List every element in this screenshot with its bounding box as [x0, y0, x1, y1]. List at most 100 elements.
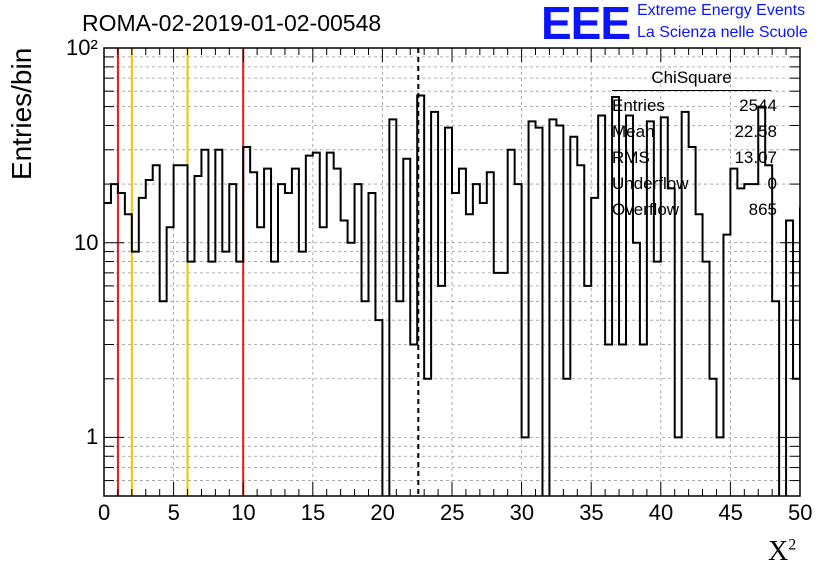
x-axis-label-base: X — [768, 536, 789, 567]
histogram-bin — [487, 172, 494, 496]
histogram-bin — [716, 437, 723, 496]
histogram-bin — [306, 156, 313, 496]
stats-label: Mean — [612, 122, 655, 141]
histogram-bin — [473, 184, 480, 496]
histogram-bin — [445, 128, 452, 496]
histogram-bin — [396, 301, 403, 496]
histogram-bin — [668, 188, 675, 496]
stats-value: 0 — [767, 174, 777, 193]
histogram-bin — [208, 262, 215, 496]
histogram-bin — [160, 301, 167, 496]
histogram-bin — [132, 252, 139, 496]
histogram-bin — [737, 188, 744, 496]
histogram-bin — [536, 128, 543, 496]
stats-box: ChiSquare Entries 2544 Mean 22.58 RMS 13… — [612, 68, 777, 223]
histogram-bin — [313, 153, 320, 496]
histogram-bin — [431, 112, 438, 496]
y-tick-label: 1 — [86, 424, 99, 450]
logo-line-1: Extreme Energy Events — [637, 2, 806, 19]
histogram-bin — [118, 193, 125, 496]
histogram-bin — [243, 147, 250, 496]
histogram-bin — [821, 147, 828, 496]
histogram-bin — [174, 165, 181, 496]
stats-row-mean: Mean 22.58 — [612, 119, 777, 145]
histogram-bin — [800, 208, 807, 496]
histogram-bin — [710, 379, 717, 496]
histogram-bin — [772, 301, 779, 496]
histogram-bin — [327, 153, 334, 496]
histogram-bin — [459, 169, 466, 496]
histogram-bin — [348, 243, 355, 496]
histogram-series — [104, 94, 800, 496]
stats-row-underflow: Underflow 0 — [612, 171, 777, 197]
histogram-bin — [522, 437, 529, 496]
chart-title: ROMA-02-2019-01-02-00548 — [82, 10, 382, 36]
histogram-bin — [703, 262, 710, 496]
histogram-bin — [619, 344, 626, 496]
histogram-bin — [285, 193, 292, 496]
y-tick-label: 10² — [66, 35, 98, 60]
histogram-bin — [515, 184, 522, 496]
x-tick-label: 20 — [370, 500, 395, 525]
stats-row-rms: RMS 13.07 — [612, 145, 777, 171]
histogram-bin — [438, 286, 445, 496]
histogram-bin — [723, 235, 730, 496]
x-tick-label: 25 — [440, 500, 465, 525]
x-tick-label: 30 — [509, 500, 535, 525]
histogram-bin — [104, 203, 111, 496]
histogram-bin — [139, 198, 146, 496]
histogram-bin — [640, 344, 647, 496]
histogram-bin — [675, 437, 682, 496]
stats-value: 2544 — [739, 96, 777, 115]
histogram-bin — [222, 252, 229, 496]
histogram-bin — [271, 262, 278, 496]
histogram-bin — [480, 203, 487, 496]
stats-value: 865 — [748, 200, 777, 219]
histogram-bin — [257, 227, 264, 496]
histogram-bin — [814, 437, 821, 496]
histogram-bin — [417, 96, 424, 496]
histogram-bin — [299, 252, 306, 496]
x-tick-label: 50 — [788, 500, 813, 525]
histogram-bin — [466, 214, 473, 496]
histogram-bin — [355, 184, 362, 496]
histogram-bin — [452, 193, 459, 496]
histogram-bin — [828, 125, 835, 496]
histogram-bin — [188, 262, 195, 496]
histogram-bin — [807, 132, 814, 496]
stats-label: Overflow — [612, 200, 680, 219]
histogram-bin — [181, 165, 188, 496]
histogram-bin — [410, 344, 417, 496]
histogram-bin — [362, 301, 369, 496]
x-tick-label: 15 — [300, 500, 326, 525]
x-tick-label: 40 — [648, 500, 674, 525]
histogram-bin — [153, 165, 160, 496]
histogram-bin — [556, 125, 563, 496]
histogram-bin — [278, 184, 285, 496]
x-tick-label: 0 — [98, 500, 111, 525]
x-axis-label-sup: 2 — [788, 536, 797, 554]
stats-value: 22.58 — [734, 122, 777, 141]
histogram-bin — [598, 116, 605, 496]
histogram-bin — [501, 273, 508, 496]
histogram-bin — [529, 121, 536, 496]
histogram-bin — [320, 227, 327, 496]
y-tick-label: 10 — [74, 229, 99, 255]
histogram-bin — [264, 169, 271, 496]
x-tick-label: 5 — [167, 500, 180, 525]
histogram-bin — [744, 184, 751, 496]
histogram-bin — [570, 137, 577, 496]
histogram-bin — [549, 119, 556, 496]
histogram-bin — [194, 176, 201, 496]
histogram-bin — [577, 165, 584, 496]
histogram-bin — [591, 198, 598, 496]
histogram-bin — [605, 344, 612, 496]
stats-row-overflow: Overflow 865 — [612, 197, 777, 223]
stats-value: 13.07 — [734, 148, 777, 167]
histogram-bin — [250, 172, 257, 496]
x-tick-label: 35 — [579, 500, 604, 525]
stats-label: Entries — [612, 96, 665, 115]
x-axis-label: X2 — [768, 536, 796, 568]
x-tick-label: 10 — [231, 500, 256, 525]
